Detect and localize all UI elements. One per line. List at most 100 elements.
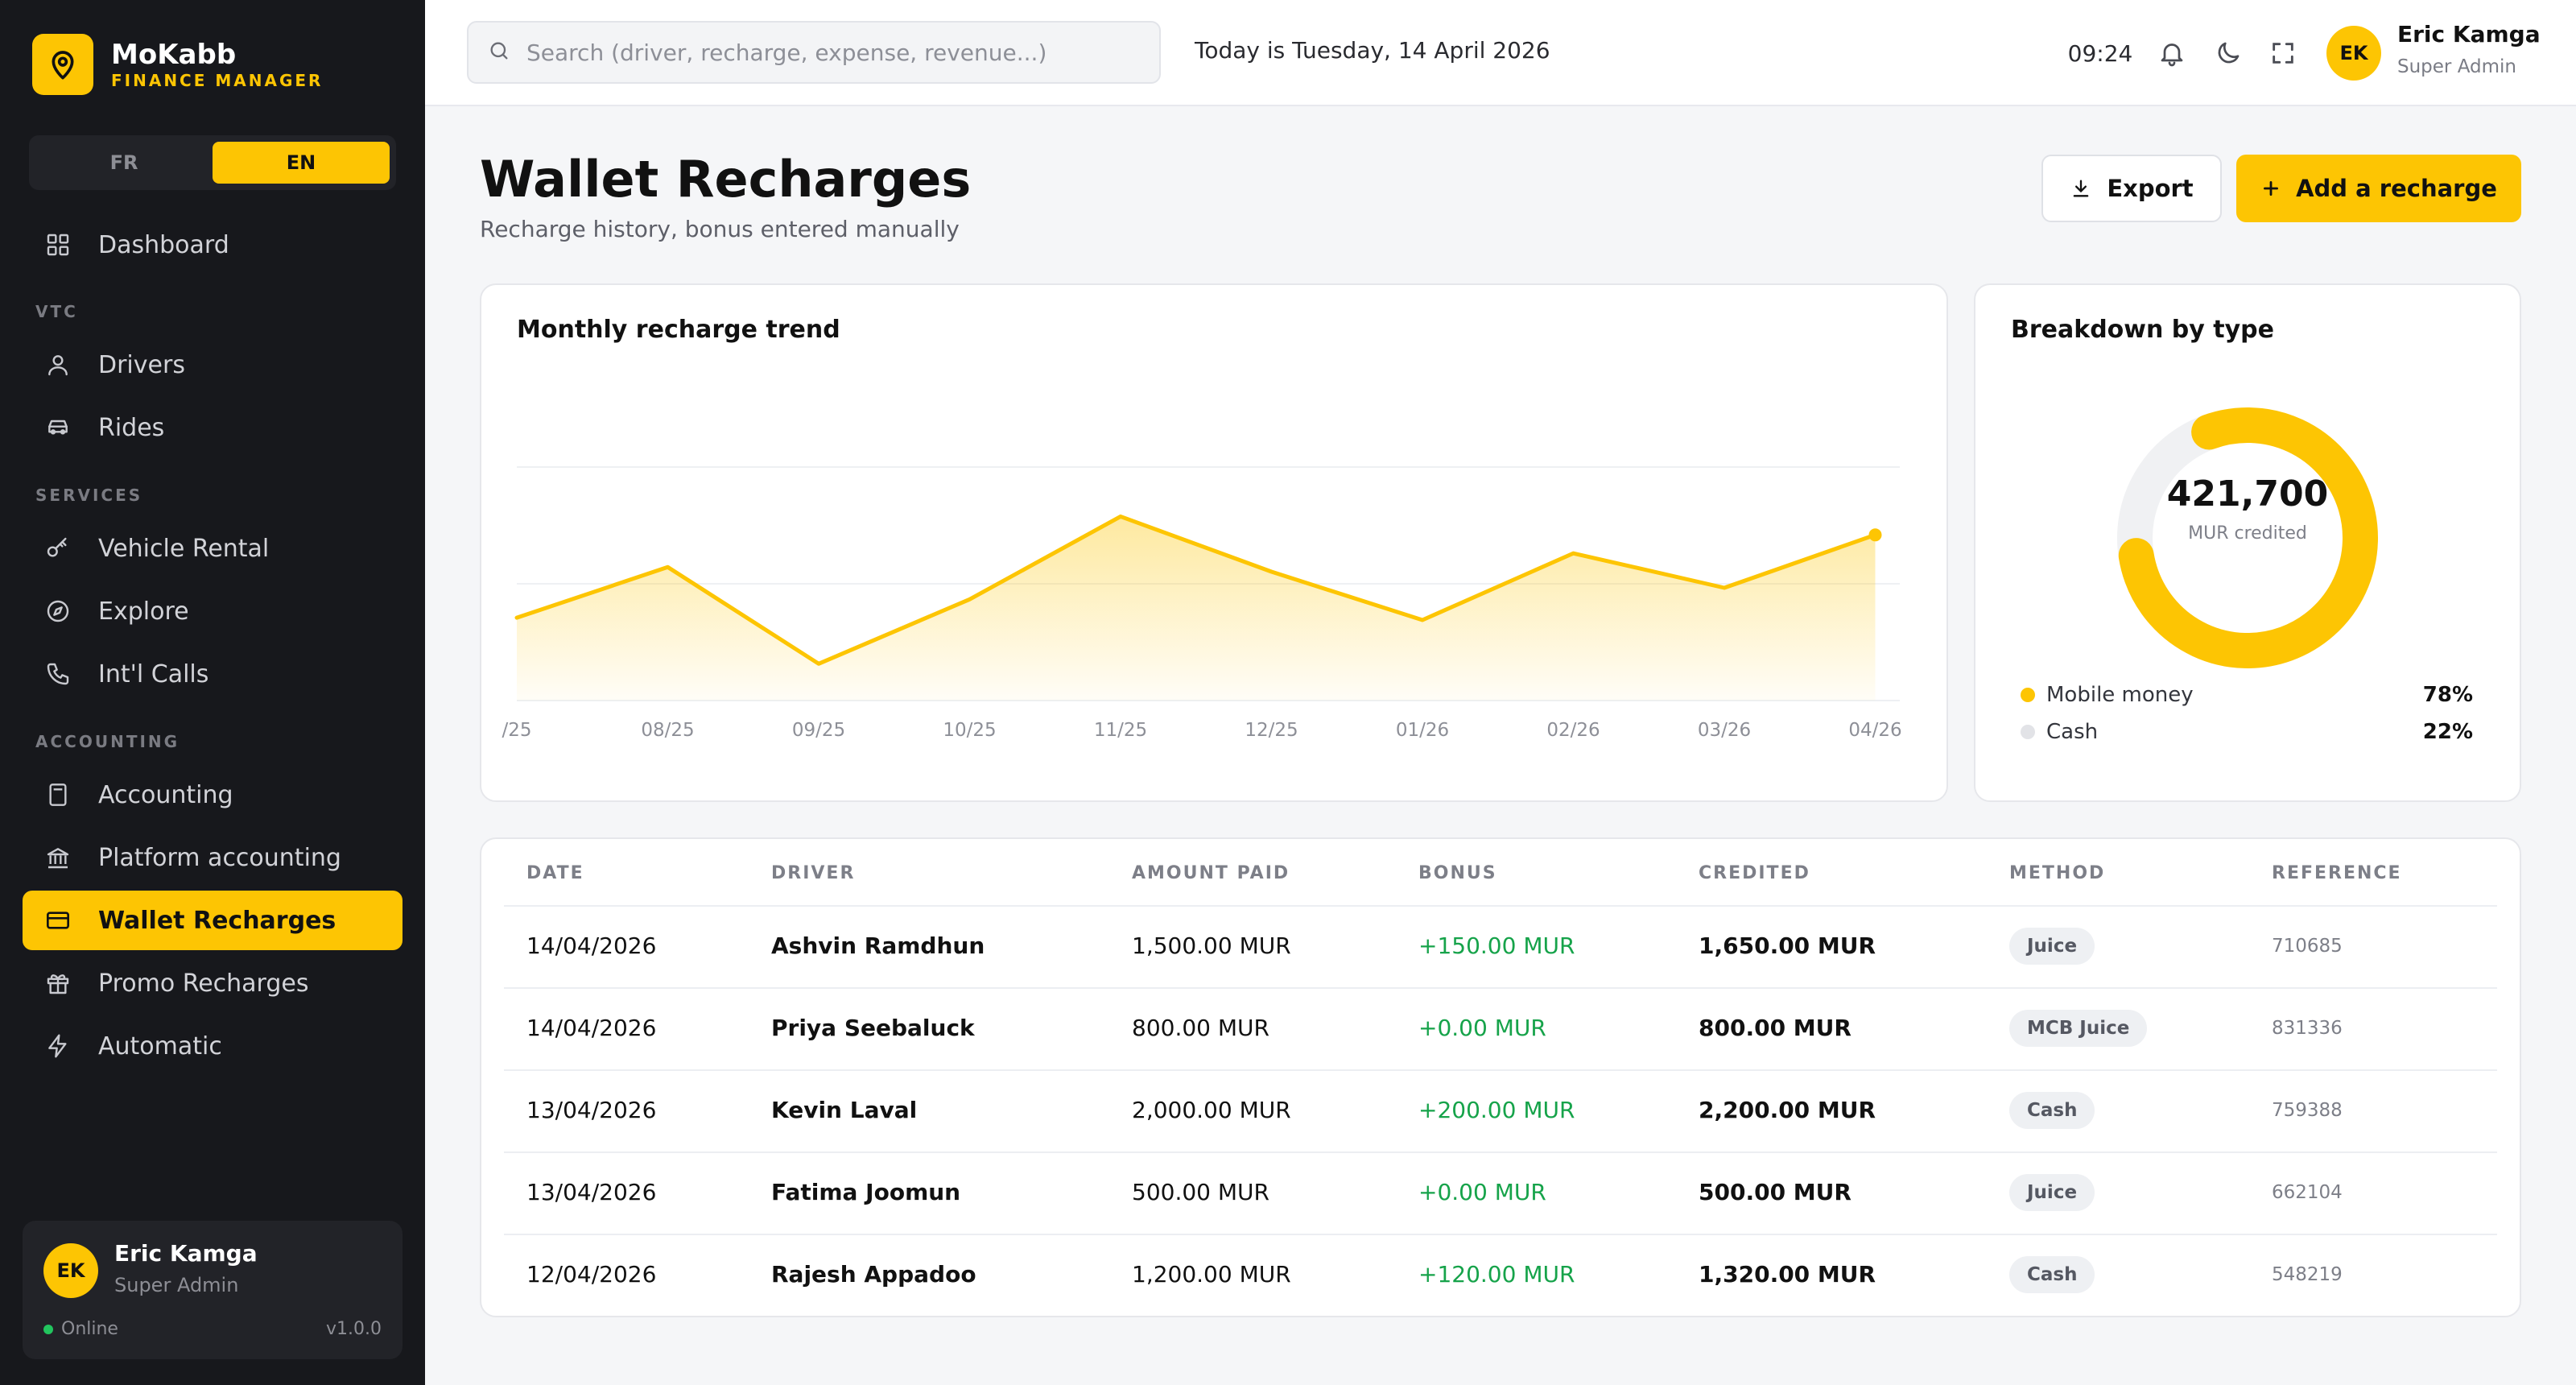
data-point[interactable] xyxy=(1868,528,1882,542)
export-label: Export xyxy=(2107,175,2194,202)
sidebar-item-accounting[interactable]: Accounting xyxy=(23,765,402,825)
search-icon xyxy=(488,39,510,65)
sidebar-item-automatic[interactable]: Automatic xyxy=(23,1016,402,1076)
method-badge: Cash xyxy=(2009,1256,2095,1293)
download-icon xyxy=(2070,177,2092,200)
cell-credited: 500.00 MUR xyxy=(1699,1179,1852,1205)
cell-driver[interactable]: Kevin Laval xyxy=(771,1097,918,1123)
page-subtitle: Recharge history, bonus entered manually xyxy=(480,216,960,242)
sidebar-item-label: Vehicle Rental xyxy=(98,534,270,563)
col-header-reference[interactable]: REFERENCE xyxy=(2272,863,2402,883)
x-tick-label: 04/26 xyxy=(1848,720,1901,741)
x-tick-label: 11/25 xyxy=(1094,720,1147,741)
car-icon xyxy=(42,411,74,444)
x-tick-label: /25 xyxy=(502,720,531,741)
donut-chart xyxy=(2103,394,2392,680)
cell-amount: 500.00 MUR xyxy=(1132,1179,1269,1205)
lightning-icon xyxy=(42,1030,74,1062)
x-tick-label: 02/26 xyxy=(1546,720,1600,741)
legend-percent: 78% xyxy=(2422,683,2473,707)
col-header-date[interactable]: DATE xyxy=(526,863,584,883)
avatar[interactable]: EK xyxy=(2326,26,2381,81)
pie-slice[interactable] xyxy=(2103,394,2392,680)
cell-driver[interactable]: Rajesh Appadoo xyxy=(771,1261,976,1288)
sidebar-item-drivers[interactable]: Drivers xyxy=(23,335,402,395)
donut-center-label: MUR credited xyxy=(2188,523,2307,544)
x-tick-label: 01/26 xyxy=(1396,720,1449,741)
user-icon xyxy=(42,349,74,381)
cell-date: 14/04/2026 xyxy=(526,932,657,959)
col-header-bonus[interactable]: BONUS xyxy=(1418,863,1497,883)
trend-chart-card: Monthly recharge trend /25 08/25 09/25 10/2… xyxy=(480,283,1948,802)
method-badge: Juice xyxy=(2009,928,2095,965)
compass-icon xyxy=(42,595,74,627)
col-header-driver[interactable]: DRIVER xyxy=(771,863,856,883)
cell-reference: 831336 xyxy=(2272,1018,2343,1039)
x-tick-label: 09/25 xyxy=(792,720,845,741)
cell-credited: 2,200.00 MUR xyxy=(1699,1097,1876,1123)
cell-date: 12/04/2026 xyxy=(526,1261,657,1288)
col-header-method[interactable]: METHOD xyxy=(2009,863,2106,883)
map-pin-logo-icon xyxy=(32,34,93,95)
search-box[interactable] xyxy=(467,21,1161,84)
col-header-amount[interactable]: AMOUNT PAID xyxy=(1132,863,1290,883)
page-title: Wallet Recharges xyxy=(480,150,972,209)
brand-subtitle: FINANCE MANAGER xyxy=(111,71,324,90)
moon-icon[interactable] xyxy=(2211,35,2246,71)
row-divider xyxy=(504,1151,2497,1153)
user-name: Eric Kamga xyxy=(2397,21,2541,48)
sidebar-item-dashboard[interactable]: Dashboard xyxy=(23,215,402,275)
method-badge: Cash xyxy=(2009,1092,2095,1129)
sidebar-item-promo-recharges[interactable]: Promo Recharges xyxy=(23,953,402,1013)
cell-reference: 710685 xyxy=(2272,936,2343,957)
sidebar-user-card[interactable]: EK Eric Kamga Super Admin Online v1.0.0 xyxy=(23,1221,402,1359)
cell-credited: 1,320.00 MUR xyxy=(1699,1261,1876,1288)
col-header-credited[interactable]: CREDITED xyxy=(1699,863,1810,883)
section-label-vtc: VTC xyxy=(35,302,78,321)
method-badge: MCB Juice xyxy=(2009,1010,2148,1047)
x-tick-label: 10/25 xyxy=(943,720,996,741)
lang-fr-button[interactable]: FR xyxy=(109,151,138,174)
brand[interactable]: MoKabb FINANCE MANAGER xyxy=(32,34,323,95)
user-role: Super Admin xyxy=(2397,56,2516,77)
sidebar-item-label: Accounting xyxy=(98,780,233,809)
export-button[interactable]: Export xyxy=(2041,155,2222,222)
legend-swatch xyxy=(2021,688,2035,702)
x-tick-label: 12/25 xyxy=(1245,720,1298,741)
search-input[interactable] xyxy=(526,39,1138,66)
bell-icon[interactable] xyxy=(2154,35,2190,71)
sidebar-item-explore[interactable]: Explore xyxy=(23,581,402,641)
cell-date: 13/04/2026 xyxy=(526,1097,657,1123)
calculator-icon xyxy=(42,779,74,811)
clock-time: 09:24 xyxy=(2067,39,2133,67)
donut-center-value: 421,700 xyxy=(2166,473,2329,515)
add-recharge-button[interactable]: Add a recharge xyxy=(2236,155,2521,222)
breakdown-title: Breakdown by type xyxy=(2011,316,2274,344)
plus-icon xyxy=(2260,178,2281,199)
sidebar-item-rides[interactable]: Rides xyxy=(23,398,402,457)
sidebar-item-vehicle-rental[interactable]: Vehicle Rental xyxy=(23,519,402,578)
row-divider xyxy=(504,987,2497,989)
bank-icon xyxy=(42,841,74,874)
sidebar-item-platform-accounting[interactable]: Platform accounting xyxy=(23,828,402,887)
cell-reference: 662104 xyxy=(2272,1182,2343,1203)
sidebar-item-label: Dashboard xyxy=(98,230,229,259)
sidebar-item-label: Wallet Recharges xyxy=(98,906,336,935)
user-role: Super Admin xyxy=(114,1274,239,1296)
row-divider xyxy=(504,1069,2497,1071)
cell-driver[interactable]: Ashvin Ramdhun xyxy=(771,932,985,959)
fullscreen-icon[interactable] xyxy=(2265,35,2301,71)
x-tick-label: 08/25 xyxy=(641,720,694,741)
cell-bonus: +200.00 MUR xyxy=(1418,1097,1575,1123)
breakdown-card: Breakdown by type 421,700 MUR credited M… xyxy=(1974,283,2521,802)
legend-mobile-money: Mobile money 78% xyxy=(2021,683,2473,707)
cell-driver[interactable]: Fatima Joomun xyxy=(771,1179,961,1205)
cell-credited: 1,650.00 MUR xyxy=(1699,932,1876,959)
cell-driver[interactable]: Priya Seebaluck xyxy=(771,1015,975,1041)
sidebar-item-intl-calls[interactable]: Int'l Calls xyxy=(23,644,402,704)
lang-en-button[interactable]: EN xyxy=(213,142,390,184)
cell-date: 14/04/2026 xyxy=(526,1015,657,1041)
cell-amount: 800.00 MUR xyxy=(1132,1015,1269,1041)
cell-amount: 1,500.00 MUR xyxy=(1132,932,1291,959)
sidebar-item-wallet-recharges[interactable]: Wallet Recharges xyxy=(23,891,402,950)
